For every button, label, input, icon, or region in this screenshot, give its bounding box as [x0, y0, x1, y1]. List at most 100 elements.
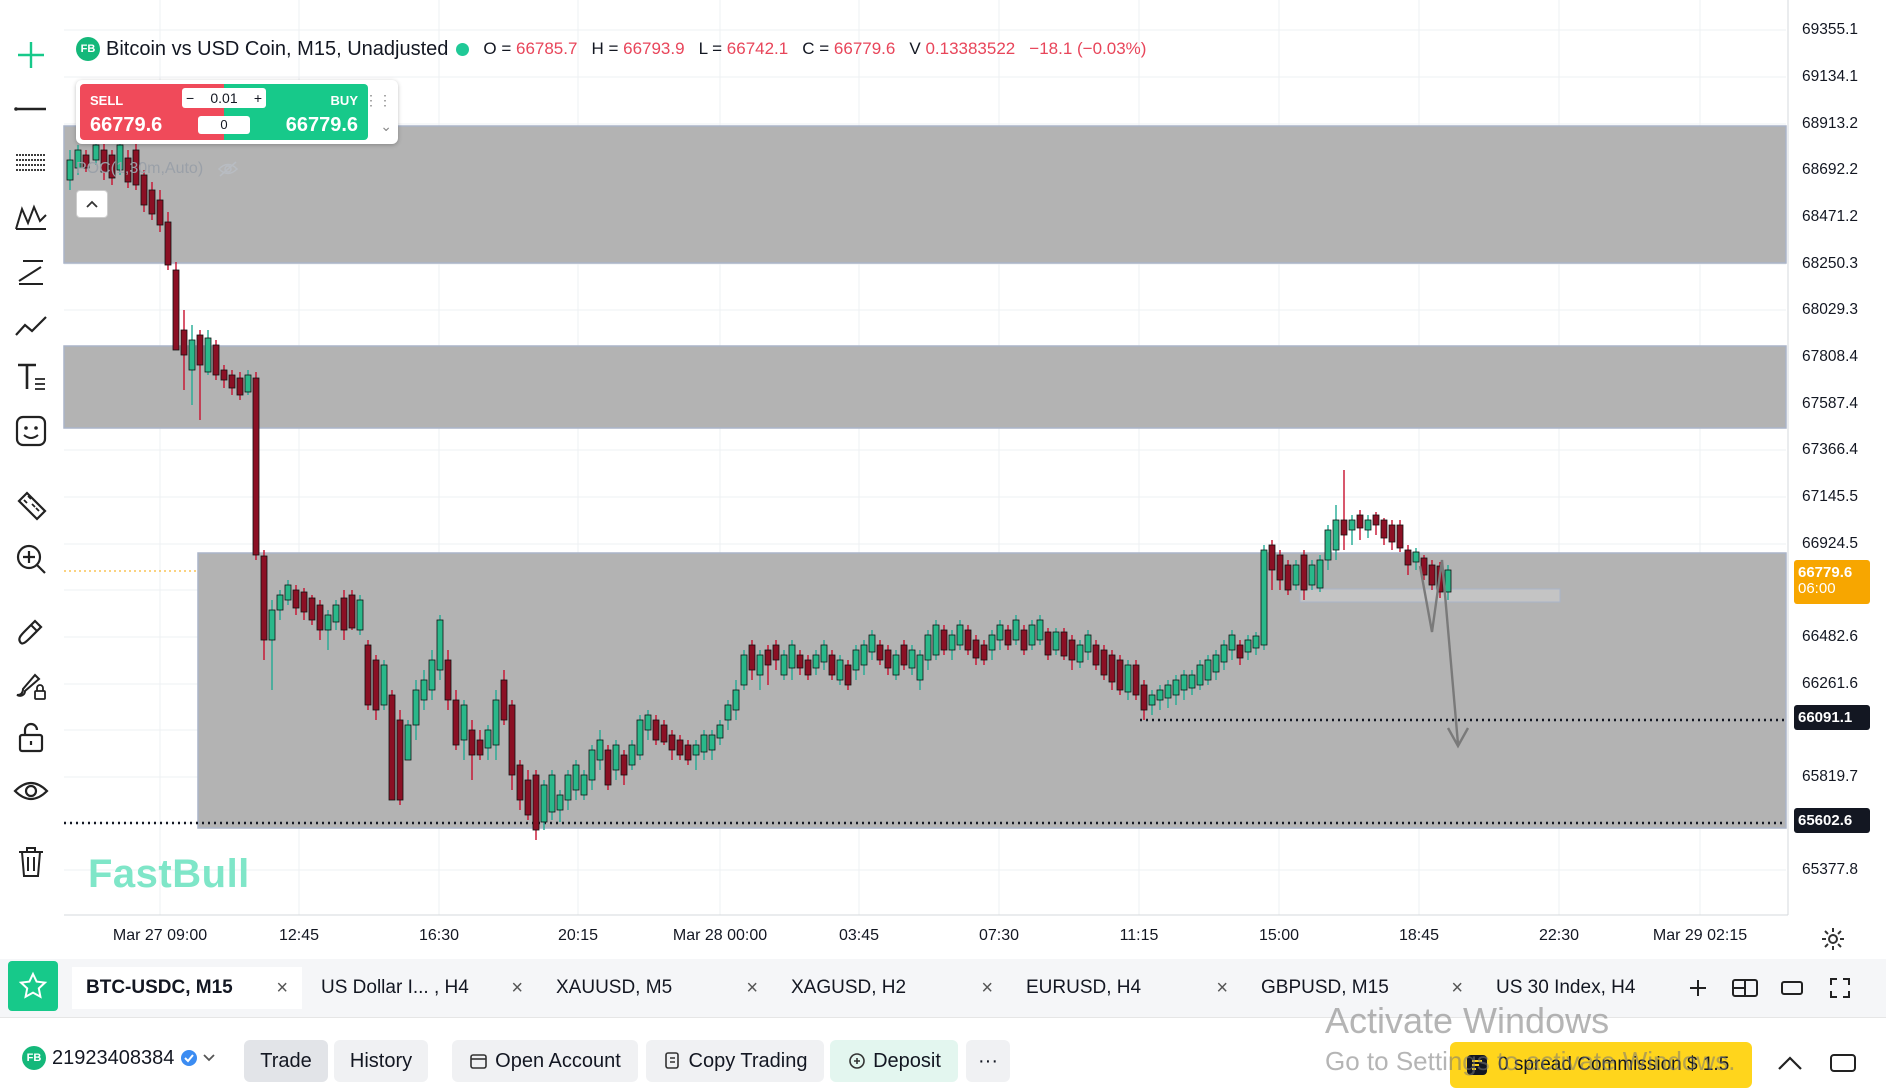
candle-body: [772, 644, 780, 661]
expand-panel-chevron-up-icon[interactable]: [1773, 1048, 1807, 1078]
candle-body: [828, 654, 836, 676]
candle-body: [116, 144, 124, 171]
window-mode-icon[interactable]: [1826, 1048, 1860, 1078]
trend-angle-icon[interactable]: [10, 250, 52, 292]
close-icon[interactable]: ×: [746, 976, 758, 999]
candle-body: [124, 157, 132, 183]
projection-arrowhead: [1446, 727, 1470, 749]
tab-eurusd[interactable]: EURUSD, H4 ×: [1026, 976, 1228, 999]
chevron-down-icon[interactable]: ⌄: [380, 118, 392, 134]
small-zone-rect: [1299, 588, 1561, 603]
candle-body: [1276, 554, 1284, 581]
favorites-button[interactable]: [8, 961, 58, 1011]
horizontal-line-icon[interactable]: [10, 88, 52, 130]
layout-split-icon[interactable]: [1727, 971, 1763, 1005]
brush-lock-icon[interactable]: [10, 664, 52, 706]
lot-size-stepper[interactable]: − 0.01 +: [182, 88, 266, 108]
price-scale[interactable]: 69355.1 69134.1 68913.2 68692.2 68471.2 68250…: [1788, 0, 1886, 955]
candle-body: [508, 704, 516, 776]
tab-xauusd[interactable]: XAUUSD, M5 ×: [556, 976, 758, 999]
price-axis-label: 67808.4: [1802, 348, 1859, 365]
candle-body: [420, 679, 428, 701]
time-axis-label: 07:30: [978, 927, 1020, 944]
text-icon[interactable]: [10, 356, 52, 398]
lot-size-value[interactable]: 0.01: [210, 90, 238, 106]
drag-handle-icon[interactable]: ⋮⋮: [364, 92, 392, 108]
promo-banner[interactable]: 0 spread Commission $ 1.5: [1450, 1042, 1752, 1088]
close-icon[interactable]: ×: [1216, 976, 1228, 999]
account-selector[interactable]: FB 21923408384: [22, 1038, 216, 1078]
time-axis-label: Mar 28 00:00: [672, 927, 768, 944]
close-icon[interactable]: ×: [276, 976, 288, 999]
candle-body: [444, 659, 452, 701]
trash-icon[interactable]: [10, 840, 52, 882]
candle-body: [156, 199, 164, 226]
candle-body: [260, 555, 268, 641]
candle-body: [836, 659, 844, 681]
close-icon[interactable]: ×: [511, 976, 523, 999]
chart-area[interactable]: [0, 0, 1886, 955]
open-account-button[interactable]: Open Account: [452, 1040, 638, 1082]
symbol-title[interactable]: Bitcoin vs USD Coin, M15, Unadjusted: [106, 37, 449, 60]
add-tab-plus-icon[interactable]: [1680, 971, 1716, 1005]
ruler-icon[interactable]: [10, 484, 52, 526]
zigzag-icon[interactable]: [10, 304, 52, 346]
candle-body: [316, 604, 324, 631]
tab-us-dollar-index[interactable]: US Dollar I... , H4 ×: [321, 976, 523, 999]
lot-increase-button[interactable]: +: [253, 90, 262, 106]
candle-body: [404, 724, 412, 761]
collapse-legend-button[interactable]: [76, 190, 108, 218]
candle-body: [780, 654, 788, 676]
candle-body: [324, 614, 332, 631]
eye-icon[interactable]: [10, 770, 52, 812]
zoom-in-icon[interactable]: [10, 538, 52, 580]
price-chart[interactable]: [0, 0, 1886, 955]
chart-settings-gear-icon[interactable]: [1818, 924, 1848, 954]
candle-body: [756, 654, 764, 676]
candle-body: [636, 719, 644, 756]
tab-xagusd[interactable]: XAGUSD, H2 ×: [791, 976, 993, 999]
more-options-button[interactable]: ···: [966, 1040, 1010, 1082]
candle-body: [868, 634, 876, 653]
candle-body: [308, 597, 316, 621]
candle-body: [860, 644, 868, 666]
tab-gbpusd[interactable]: GBPUSD, M15 ×: [1261, 976, 1463, 999]
candle-body: [1396, 524, 1404, 549]
fib-lines-icon[interactable]: [10, 142, 52, 184]
single-layout-icon[interactable]: [1774, 971, 1810, 1005]
candle-body: [412, 689, 420, 726]
tab-us30-index[interactable]: US 30 Index, H4: [1496, 977, 1636, 998]
candle-body: [820, 644, 828, 663]
crosshair-icon[interactable]: [10, 34, 52, 76]
trade-tab[interactable]: Trade: [244, 1040, 328, 1082]
candle-body: [700, 734, 708, 753]
copy-trading-button[interactable]: Copy Trading: [646, 1040, 824, 1082]
emoji-icon[interactable]: [10, 410, 52, 452]
tab-btc-usdc[interactable]: BTC-USDC, M15 ×: [72, 967, 302, 1009]
close-icon[interactable]: ×: [981, 976, 993, 999]
candle-body: [1012, 619, 1020, 641]
pattern-icon[interactable]: [10, 196, 52, 238]
lock-icon[interactable]: [10, 716, 52, 758]
lot-decrease-button[interactable]: −: [186, 90, 195, 106]
candle-body: [524, 779, 532, 816]
deposit-button[interactable]: Deposit: [830, 1040, 958, 1082]
eye-hidden-icon[interactable]: [217, 161, 239, 177]
indicator-label[interactable]: POC(1,30m,Auto): [76, 156, 239, 182]
history-tab[interactable]: History: [334, 1040, 428, 1082]
ohlc-open: O = 66785.7: [483, 39, 578, 58]
candle-body: [548, 774, 556, 813]
candle-body: [1156, 689, 1164, 701]
candle-body: [1220, 644, 1228, 663]
time-axis-label: 20:15: [557, 927, 599, 944]
fullscreen-icon[interactable]: [1822, 971, 1858, 1005]
close-icon[interactable]: ×: [1451, 976, 1463, 999]
candle-body: [556, 794, 564, 811]
resistance-zone-rect: [63, 345, 1787, 429]
candle-body: [652, 719, 660, 741]
magnet-pen-icon[interactable]: [10, 610, 52, 652]
candle-body: [972, 639, 980, 659]
candle-body: [1196, 664, 1204, 686]
candle-body: [356, 599, 364, 631]
time-axis-label: Mar 27 09:00: [112, 927, 208, 944]
